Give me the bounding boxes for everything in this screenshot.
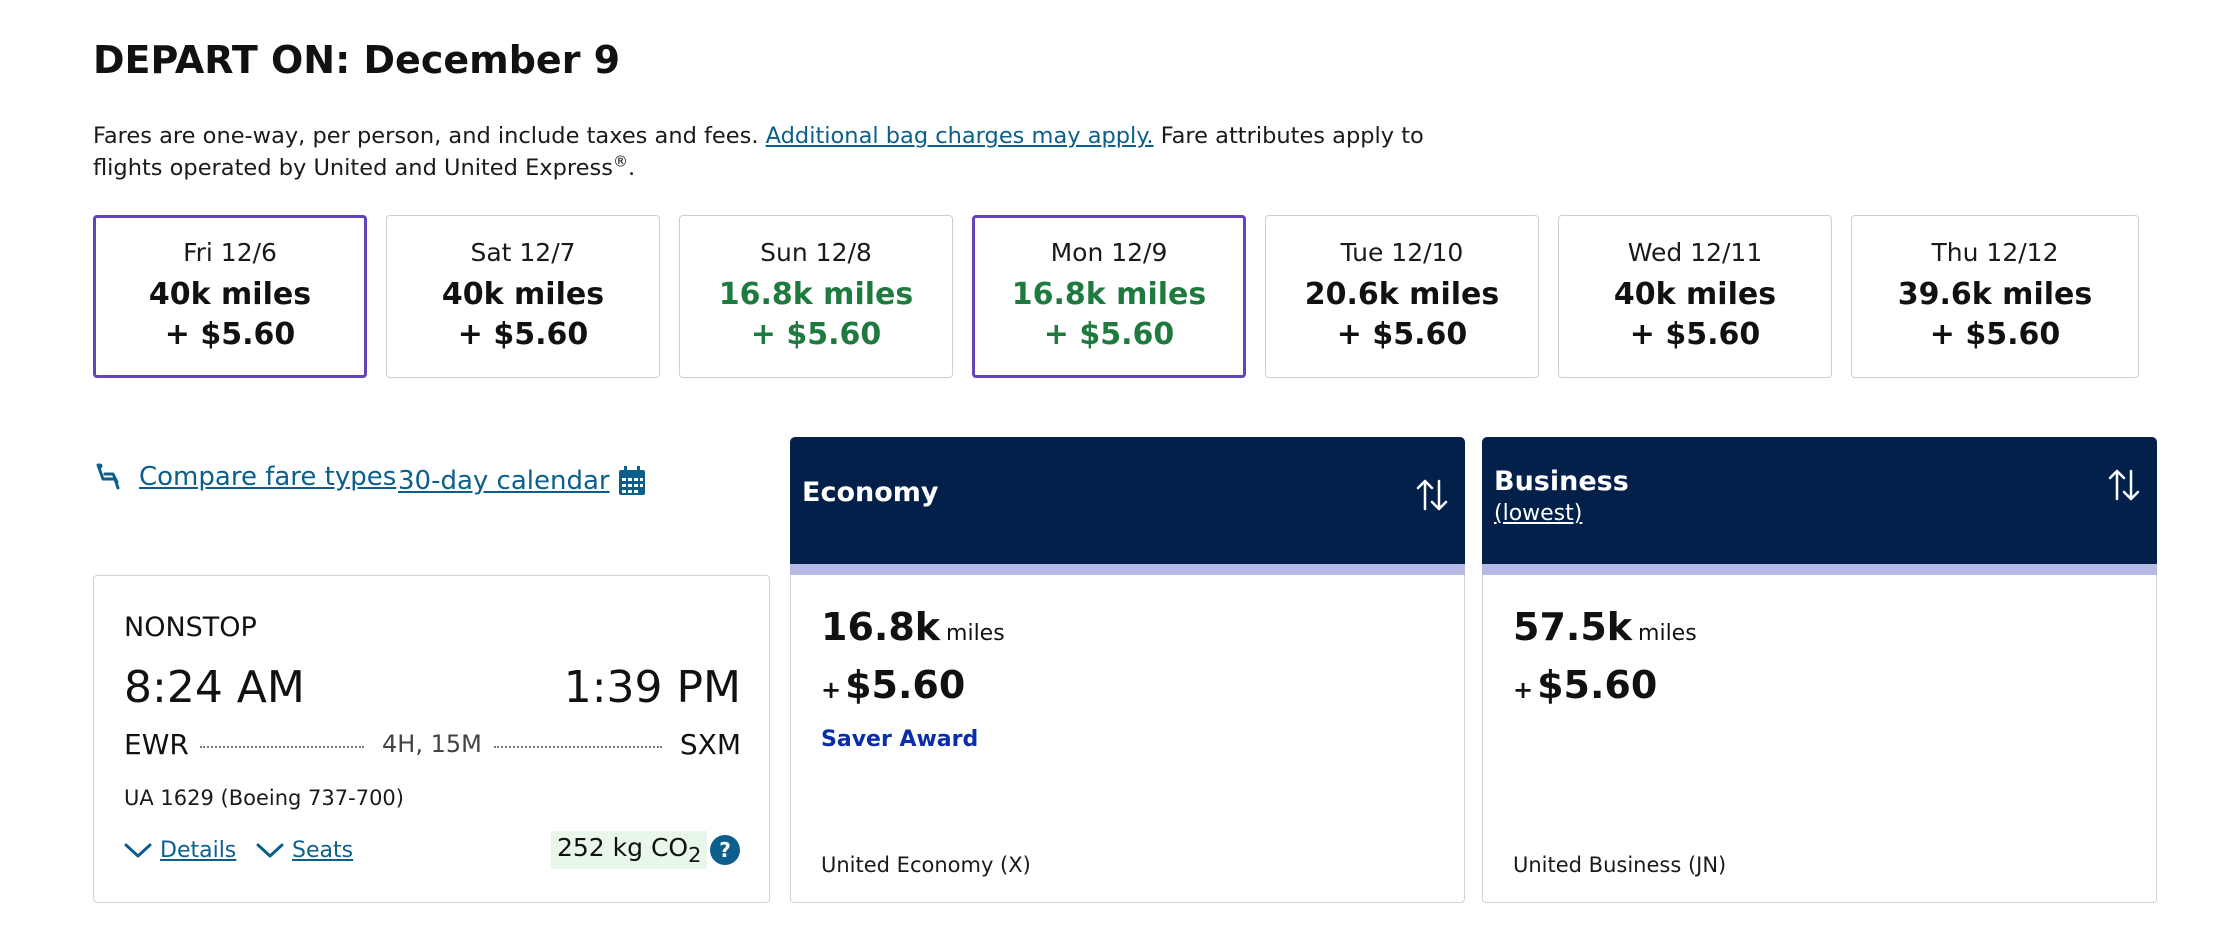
date-miles: 40k miles bbox=[441, 277, 605, 312]
arrival-time: 1:39 PM bbox=[563, 662, 741, 713]
date-label: Sun 12/8 bbox=[760, 238, 872, 267]
date-price: + $5.60 bbox=[1336, 317, 1468, 352]
flight-number: UA 1629 (Boeing 737-700) bbox=[124, 786, 404, 810]
fare-disclaimer: Fares are one-way, per person, and inclu… bbox=[93, 120, 1453, 184]
economy-miles-value: 16.8k bbox=[821, 605, 941, 649]
date-label: Tue 12/10 bbox=[1340, 238, 1464, 267]
disclaimer-text-2: Fare attributes apply to flights operate… bbox=[93, 123, 1424, 181]
help-icon[interactable]: ? bbox=[710, 835, 740, 865]
business-miles-value: 57.5k bbox=[1513, 605, 1633, 649]
economy-price-value: $5.60 bbox=[845, 663, 966, 707]
compare-fare-types-label: Compare fare types bbox=[139, 462, 397, 492]
date-card-wed-12-11[interactable]: Wed 12/11 40k miles + $5.60 bbox=[1558, 215, 1832, 378]
date-miles: 40k miles bbox=[148, 277, 312, 312]
compare-fare-types-link[interactable]: Compare fare types bbox=[93, 462, 396, 492]
co2-emissions-badge: 252 kg CO2 bbox=[551, 831, 708, 869]
economy-price: + $5.60 bbox=[821, 663, 965, 707]
seat-icon bbox=[96, 463, 120, 490]
route-line bbox=[200, 746, 364, 748]
calendar-label: 30-day calendar bbox=[398, 466, 610, 496]
calendar-icon bbox=[618, 466, 645, 495]
date-card-sat-12-7[interactable]: Sat 12/7 40k miles + $5.60 bbox=[386, 215, 660, 378]
destination-airport: SXM bbox=[679, 728, 741, 761]
date-label: Sat 12/7 bbox=[470, 238, 576, 267]
route-line bbox=[494, 746, 662, 748]
flight-card: NONSTOP 8:24 AM 1:39 PM EWR 4H, 15M SXM … bbox=[93, 575, 770, 903]
registered-mark: ® bbox=[612, 152, 628, 171]
business-fare-class: United Business (JN) bbox=[1513, 853, 1727, 877]
economy-header-stripe bbox=[790, 564, 1465, 575]
economy-label: Economy bbox=[802, 477, 939, 508]
co2-value: 252 kg CO bbox=[557, 833, 689, 862]
page-title: DEPART ON: December 9 bbox=[93, 38, 621, 82]
business-miles: 57.5k miles bbox=[1513, 605, 1697, 649]
economy-miles: 16.8k miles bbox=[821, 605, 1005, 649]
date-label: Mon 12/9 bbox=[1050, 238, 1168, 267]
date-price: + $5.60 bbox=[164, 317, 296, 352]
date-miles: 16.8k miles bbox=[1011, 277, 1207, 312]
date-price: + $5.60 bbox=[1929, 317, 2061, 352]
disclaimer-text: Fares are one-way, per person, and inclu… bbox=[93, 123, 759, 149]
bag-charges-link[interactable]: Additional bag charges may apply. bbox=[765, 123, 1154, 149]
chevron-down-icon bbox=[256, 843, 284, 857]
sort-icon[interactable] bbox=[1415, 475, 1449, 515]
date-card-mon-12-9[interactable]: Mon 12/9 16.8k miles + $5.60 bbox=[972, 215, 1246, 378]
sort-icon[interactable] bbox=[2107, 465, 2141, 505]
seats-toggle[interactable]: Seats bbox=[256, 838, 353, 863]
saver-award-label: Saver Award bbox=[821, 727, 979, 752]
date-label: Thu 12/12 bbox=[1931, 238, 2059, 267]
business-label: Business bbox=[1494, 466, 1629, 497]
economy-fare-class: United Economy (X) bbox=[821, 853, 1031, 877]
business-miles-unit: miles bbox=[1638, 621, 1697, 646]
stops-label: NONSTOP bbox=[124, 612, 257, 643]
date-miles: 20.6k miles bbox=[1304, 277, 1500, 312]
details-toggle[interactable]: Details bbox=[124, 838, 236, 863]
economy-miles-unit: miles bbox=[946, 621, 1005, 646]
departure-time: 8:24 AM bbox=[124, 662, 305, 713]
co2-subscript: 2 bbox=[688, 843, 702, 867]
business-header-stripe bbox=[1482, 564, 2157, 575]
business-lowest-link[interactable]: (lowest) bbox=[1494, 501, 1583, 526]
date-price: + $5.60 bbox=[457, 317, 589, 352]
date-label: Fri 12/6 bbox=[183, 238, 277, 267]
date-miles: 16.8k miles bbox=[718, 277, 914, 312]
date-price: + $5.60 bbox=[1629, 317, 1761, 352]
30-day-calendar-link[interactable]: 30-day calendar bbox=[398, 466, 646, 496]
disclaimer-period: . bbox=[627, 155, 636, 181]
date-card-fri-12-6[interactable]: Fri 12/6 40k miles + $5.60 bbox=[93, 215, 367, 378]
date-miles: 39.6k miles bbox=[1897, 277, 2093, 312]
plus-sign: + bbox=[1513, 676, 1534, 704]
flight-duration: 4H, 15M bbox=[382, 730, 482, 758]
date-price: + $5.60 bbox=[750, 317, 882, 352]
business-price: + $5.60 bbox=[1513, 663, 1657, 707]
origin-airport: EWR bbox=[124, 728, 189, 761]
date-label: Wed 12/11 bbox=[1627, 238, 1763, 267]
details-label: Details bbox=[160, 838, 237, 863]
date-card-tue-12-10[interactable]: Tue 12/10 20.6k miles + $5.60 bbox=[1265, 215, 1539, 378]
seats-label: Seats bbox=[292, 838, 354, 863]
economy-fare-option[interactable]: 16.8k miles + $5.60 Saver Award United Eco… bbox=[790, 575, 1465, 903]
chevron-down-icon bbox=[124, 843, 152, 857]
date-price: + $5.60 bbox=[1043, 317, 1175, 352]
plus-sign: + bbox=[821, 676, 842, 704]
business-fare-option[interactable]: 57.5k miles + $5.60 United Business (JN) bbox=[1482, 575, 2157, 903]
business-price-value: $5.60 bbox=[1537, 663, 1658, 707]
business-column-header[interactable]: Business (lowest) bbox=[1482, 437, 2157, 575]
date-card-thu-12-12[interactable]: Thu 12/12 39.6k miles + $5.60 bbox=[1851, 215, 2139, 378]
economy-column-header[interactable]: Economy bbox=[790, 437, 1465, 575]
date-card-sun-12-8[interactable]: Sun 12/8 16.8k miles + $5.60 bbox=[679, 215, 953, 378]
date-miles: 40k miles bbox=[1613, 277, 1777, 312]
